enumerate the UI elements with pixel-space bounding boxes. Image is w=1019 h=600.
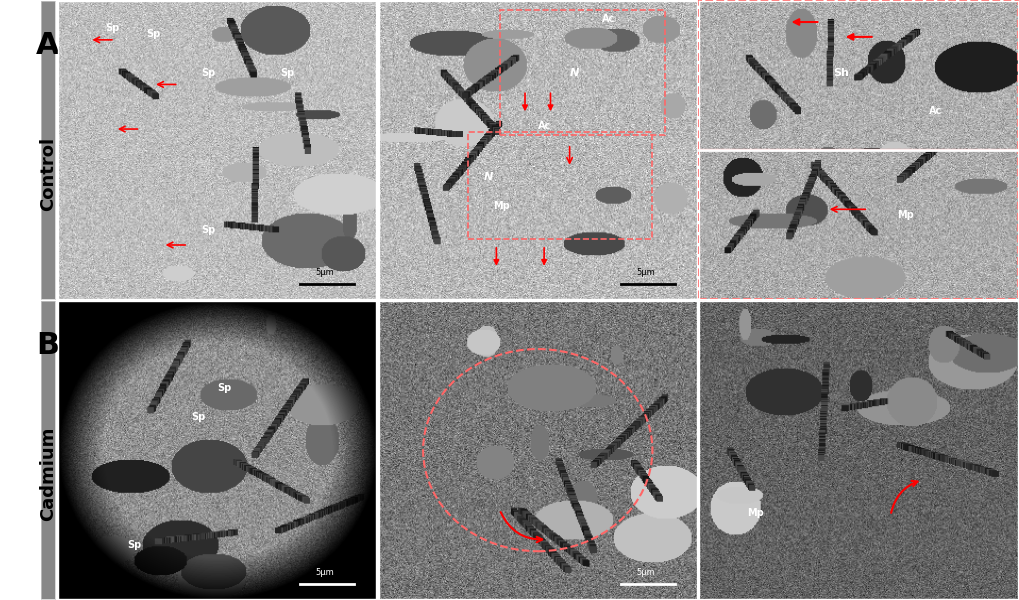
Text: Ac: Ac	[601, 14, 614, 24]
Bar	[699, 1, 1017, 150]
Text: Cadmium: Cadmium	[39, 427, 57, 521]
Text: Sp: Sp	[201, 225, 215, 235]
Text: 5μm: 5μm	[636, 268, 654, 277]
Text: Sp: Sp	[105, 23, 119, 33]
Text: Control: Control	[39, 137, 57, 211]
Text: Mp: Mp	[492, 202, 510, 211]
Text: B: B	[37, 331, 59, 360]
Text: Mp: Mp	[747, 508, 763, 518]
Text: Sp: Sp	[127, 540, 142, 550]
Bar	[468, 132, 652, 239]
Text: Sp: Sp	[201, 68, 215, 77]
Text: Mp: Mp	[896, 210, 913, 220]
Text: Ac: Ac	[928, 106, 942, 116]
Text: Sh: Sh	[833, 68, 848, 77]
Text: N: N	[569, 68, 579, 77]
Text: N: N	[483, 172, 492, 182]
Bar	[499, 10, 664, 135]
Text: 5μm: 5μm	[636, 568, 654, 577]
Text: Sp: Sp	[192, 412, 206, 422]
Text: 5μm: 5μm	[315, 268, 334, 277]
Text: A: A	[36, 31, 60, 60]
Text: Sp: Sp	[217, 383, 231, 392]
Text: Sp: Sp	[280, 68, 294, 77]
Text: Sp: Sp	[147, 29, 161, 39]
Bar	[699, 150, 1017, 299]
Text: 5μm: 5μm	[315, 568, 334, 577]
Text: Ac: Ac	[537, 121, 550, 131]
